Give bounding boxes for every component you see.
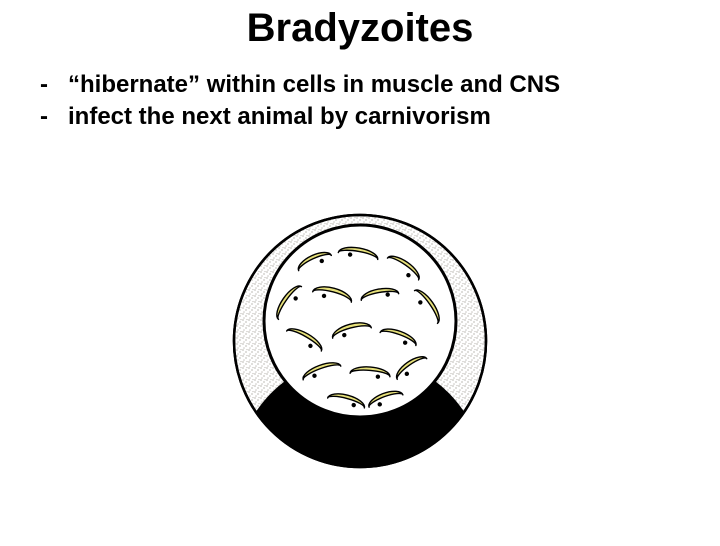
slide: Bradyzoites -“hibernate” within cells in… [0,6,720,546]
cell-diagram-svg [230,211,490,471]
bullet-text: “hibernate” within cells in muscle and C… [68,69,560,101]
bullet-text: infect the next animal by carnivorism [68,101,491,133]
bullet-list: -“hibernate” within cells in muscle and … [40,69,720,134]
cell-diagram [230,211,490,476]
slide-title: Bradyzoites [0,6,720,51]
bullet-dash: - [40,69,68,101]
bullet-item: -infect the next animal by carnivorism [40,101,720,133]
bullet-dash: - [40,101,68,133]
cyst-wall [264,225,456,417]
bullet-item: -“hibernate” within cells in muscle and … [40,69,720,101]
